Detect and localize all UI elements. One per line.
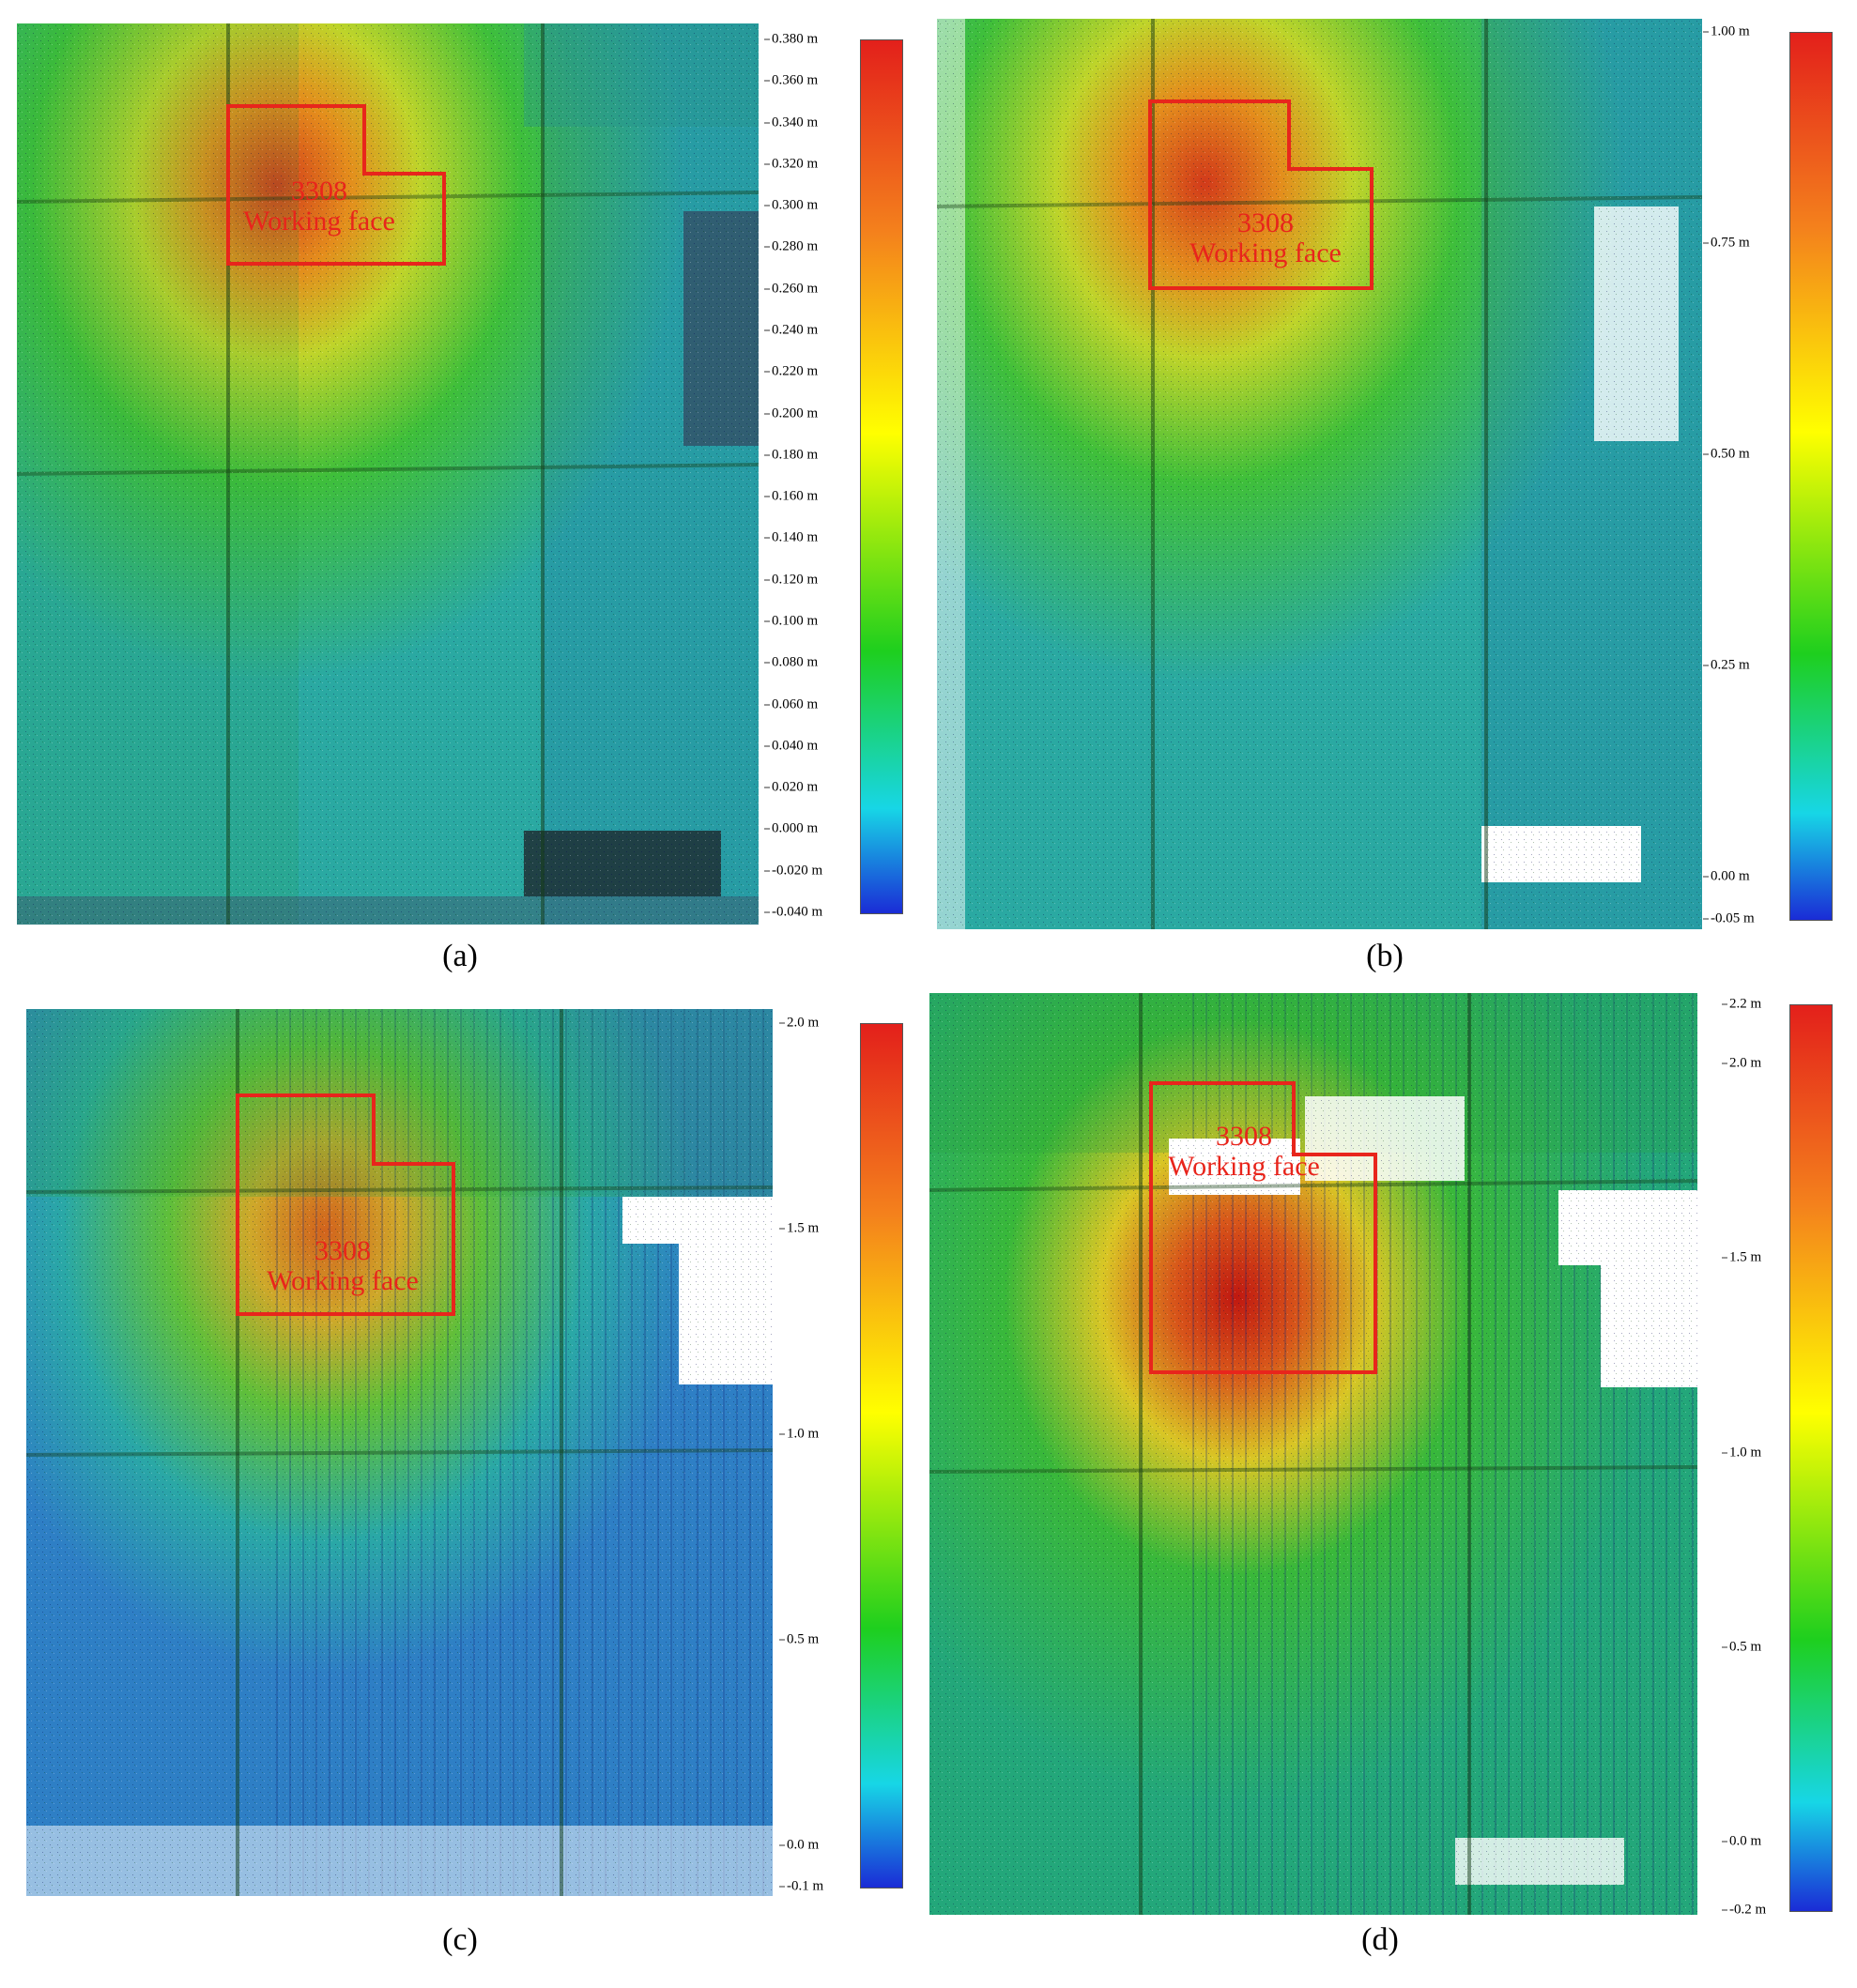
tick-a-9: 0.200 m (763, 405, 819, 421)
working-face-label-c: 3308 Working face (249, 1236, 437, 1296)
colorbar-d (1789, 1004, 1833, 1912)
tick-d-5: 0.0 m (1721, 1833, 1762, 1849)
tick-d-6: -0.2 m (1721, 1902, 1767, 1918)
subsidence-map-d (929, 993, 1697, 1915)
subsidence-map-image-d (929, 993, 1697, 1915)
tick-b-1: 0.75 m (1703, 235, 1750, 251)
working-face-outline-d (1149, 1081, 1377, 1374)
colorbar-ticks-b: 1.00 m 0.75 m 0.50 m 0.25 m 0.00 m -0.05… (1703, 24, 1786, 925)
caption-a: (a) (442, 939, 478, 973)
tick-a-2: 0.340 m (763, 115, 819, 130)
working-face-text-a: Working face (243, 206, 395, 237)
tick-b-4: 0.00 m (1703, 868, 1750, 884)
tick-a-8: 0.220 m (763, 363, 819, 379)
caption-b: (b) (1366, 939, 1404, 973)
caption-c: (c) (442, 1922, 478, 1957)
working-face-label-b: 3308 Working face (1162, 208, 1369, 268)
tick-d-1: 2.0 m (1721, 1055, 1762, 1071)
tick-d-3: 1.0 m (1721, 1445, 1762, 1460)
tick-d-0: 2.2 m (1721, 996, 1762, 1012)
colorbar-ticks-c: 2.0 m 1.5 m 1.0 m 0.5 m 0.0 m -0.1 m (778, 1016, 852, 1893)
tick-a-13: 0.120 m (763, 572, 819, 588)
working-face-outline-b (1148, 99, 1374, 290)
tick-a-18: 0.020 m (763, 779, 819, 795)
subsidence-map-b (937, 19, 1702, 929)
tick-a-15: 0.080 m (763, 654, 819, 670)
tick-a-1: 0.360 m (763, 72, 819, 88)
working-face-number-c: 3308 (315, 1235, 371, 1266)
subsidence-map-image-c (26, 1009, 773, 1896)
working-face-number-a: 3308 (291, 176, 347, 206)
tick-a-21: -0.040 m (763, 904, 823, 920)
caption-d: (d) (1361, 1922, 1399, 1957)
tick-b-3: 0.25 m (1703, 657, 1750, 673)
tick-d-2: 1.5 m (1721, 1249, 1762, 1265)
tick-a-10: 0.180 m (763, 447, 819, 463)
tick-c-3: 0.5 m (778, 1631, 820, 1647)
tick-a-4: 0.300 m (763, 197, 819, 213)
tick-b-2: 0.50 m (1703, 446, 1750, 462)
tick-a-19: 0.000 m (763, 820, 819, 836)
tick-a-12: 0.140 m (763, 529, 819, 545)
subsidence-map-image-a (17, 23, 759, 925)
colorbar-ticks-a: 0.380 m 0.360 m 0.340 m 0.320 m 0.300 m … (763, 32, 856, 919)
tick-a-14: 0.100 m (763, 613, 819, 629)
working-face-label-a: 3308 Working face (225, 176, 413, 237)
tick-a-17: 0.040 m (763, 738, 819, 754)
tick-c-5: -0.1 m (778, 1878, 824, 1894)
subsidence-map-image-b (937, 19, 1702, 929)
colorbar-a (860, 39, 903, 914)
tick-a-11: 0.160 m (763, 488, 819, 504)
tick-b-5: -0.05 m (1703, 910, 1755, 926)
colorbar-ticks-d: 2.2 m 2.0 m 1.5 m 1.0 m 0.5 m 0.0 m -0.2… (1721, 997, 1786, 1917)
working-face-label-d: 3308 Working face (1150, 1122, 1338, 1182)
colorbar-c (860, 1023, 903, 1889)
tick-a-20: -0.020 m (763, 863, 823, 879)
working-face-outline-c (236, 1093, 455, 1316)
tick-a-0: 0.380 m (763, 31, 819, 47)
colorbar-b (1789, 32, 1833, 921)
tick-c-4: 0.0 m (778, 1837, 820, 1853)
working-face-number-d: 3308 (1216, 1121, 1272, 1152)
tick-c-1: 1.5 m (778, 1220, 820, 1236)
tick-c-2: 1.0 m (778, 1426, 820, 1442)
working-face-text-b: Working face (1189, 237, 1342, 268)
tick-b-0: 1.00 m (1703, 23, 1750, 39)
subsidence-map-c (26, 1009, 773, 1896)
tick-c-0: 2.0 m (778, 1015, 820, 1031)
tick-a-16: 0.060 m (763, 696, 819, 712)
working-face-outline-a (226, 104, 446, 266)
subsidence-map-a (17, 23, 759, 925)
tick-a-3: 0.320 m (763, 156, 819, 172)
tick-a-5: 0.280 m (763, 238, 819, 254)
tick-d-4: 0.5 m (1721, 1639, 1762, 1655)
working-face-number-b: 3308 (1237, 207, 1294, 238)
tick-a-7: 0.240 m (763, 322, 819, 338)
working-face-text-c: Working face (267, 1265, 419, 1296)
tick-a-6: 0.260 m (763, 281, 819, 297)
working-face-text-d: Working face (1168, 1151, 1320, 1182)
